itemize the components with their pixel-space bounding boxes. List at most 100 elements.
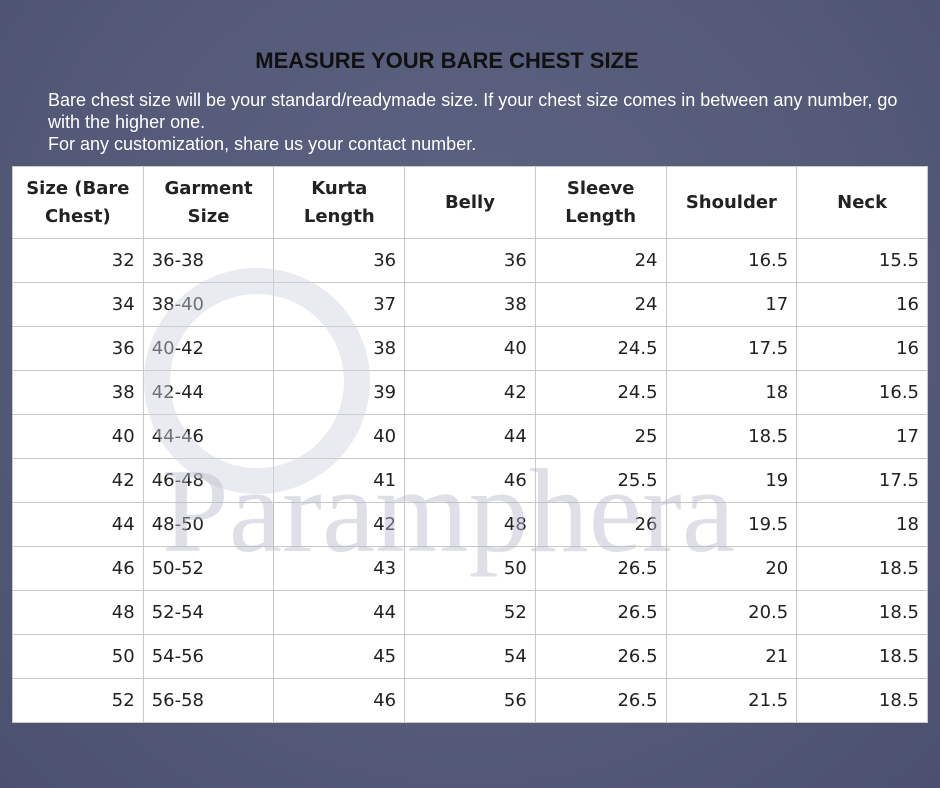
table-cell: 41: [273, 458, 406, 503]
table-cell: 26.5: [534, 590, 667, 635]
table-row: 38 42-44 39 42 24.5 18 16.5: [12, 370, 928, 415]
table-cell: 36: [273, 238, 406, 283]
table-cell: 40: [404, 326, 536, 371]
table-cell: 21: [665, 634, 798, 679]
table-cell: 45: [273, 634, 406, 679]
table-cell: 52-54: [142, 590, 275, 635]
table-cell: 24.5: [534, 326, 667, 371]
table-row: 32 36-38 36 36 24 16.5 15.5: [12, 238, 928, 283]
table-cell: 26.5: [534, 546, 667, 591]
table-row: 48 52-54 44 52 26.5 20.5 18.5: [12, 590, 928, 635]
table-row: 52 56-58 46 56 26.5 21.5 18.5: [12, 678, 928, 723]
description: Bare chest size will be your standard/re…: [48, 89, 898, 155]
table-cell: 16.5: [796, 370, 928, 415]
table-cell: 19: [665, 458, 798, 503]
table-cell: 46: [12, 546, 144, 591]
table-cell: 54-56: [142, 634, 275, 679]
table-cell: 25.5: [534, 458, 667, 503]
table-cell: 50: [12, 634, 144, 679]
table-cell: 50-52: [142, 546, 275, 591]
table-cell: 17: [796, 414, 928, 459]
table-cell: 36: [404, 238, 536, 283]
table-cell: 38: [273, 326, 406, 371]
table-cell: 44-46: [142, 414, 275, 459]
table-cell: 54: [404, 634, 536, 679]
table-cell: 18: [665, 370, 798, 415]
table-row: 34 38-40 37 38 24 17 16: [12, 282, 928, 327]
table-cell: 46-48: [142, 458, 275, 503]
column-header: Neck: [796, 166, 928, 239]
table-body: 32 36-38 36 36 24 16.5 15.5 34 38-40 37 38 24 17 16 36…: [12, 238, 928, 723]
table-cell: 20.5: [665, 590, 798, 635]
table-cell: 56-58: [142, 678, 275, 723]
table-cell: 18.5: [796, 590, 928, 635]
table-cell: 20: [665, 546, 798, 591]
table-cell: 43: [273, 546, 406, 591]
table-row: 42 46-48 41 46 25.5 19 17.5: [12, 458, 928, 503]
table-cell: 18.5: [796, 678, 928, 723]
table-cell: 52: [12, 678, 144, 723]
table-cell: 38: [12, 370, 144, 415]
column-header: Size (Bare Chest): [12, 166, 144, 239]
table-cell: 17.5: [796, 458, 928, 503]
table-cell: 42-44: [142, 370, 275, 415]
table-cell: 44: [404, 414, 536, 459]
table-cell: 38: [404, 282, 536, 327]
table-cell: 46: [404, 458, 536, 503]
table-cell: 26.5: [534, 678, 667, 723]
table-cell: 18.5: [796, 634, 928, 679]
table-cell: 52: [404, 590, 536, 635]
table-cell: 18: [796, 502, 928, 547]
table-cell: 38-40: [142, 282, 275, 327]
paragraph: For any customization, share us your con…: [48, 134, 477, 154]
table-cell: 56: [404, 678, 536, 723]
table-row: 46 50-52 43 50 26.5 20 18.5: [12, 546, 928, 591]
table-cell: 24.5: [534, 370, 667, 415]
table-cell: 36-38: [142, 238, 275, 283]
table-cell: 24: [534, 238, 667, 283]
table-cell: 40-42: [142, 326, 275, 371]
table-row: 36 40-42 38 40 24.5 17.5 16: [12, 326, 928, 371]
table-cell: 42: [273, 502, 406, 547]
table-cell: 42: [404, 370, 536, 415]
table-cell: 42: [12, 458, 144, 503]
table-cell: 36: [12, 326, 144, 371]
table-cell: 50: [404, 546, 536, 591]
header-row: Size (Bare Chest) Garment Size Kurta Lengt…: [12, 166, 928, 239]
table-cell: 17: [665, 282, 798, 327]
table-cell: 44: [273, 590, 406, 635]
table-cell: 19.5: [665, 502, 798, 547]
size-table: Size (Bare Chest) Garment Size Kurta Lengt…: [12, 166, 928, 723]
column-header: Belly: [404, 166, 536, 239]
table-cell: 24: [534, 282, 667, 327]
table-cell: 34: [12, 282, 144, 327]
table-cell: 48: [12, 590, 144, 635]
table-cell: 26: [534, 502, 667, 547]
table-cell: 48: [404, 502, 536, 547]
table-cell: 44: [12, 502, 144, 547]
table-cell: 32: [12, 238, 144, 283]
column-header: Garment Size: [142, 166, 275, 239]
paragraph: Bare chest size will be your standard/re…: [48, 90, 898, 132]
table-row: 40 44-46 40 44 25 18.5 17: [12, 414, 928, 459]
table-cell: 37: [273, 282, 406, 327]
table-cell: 40: [273, 414, 406, 459]
table-cell: 48-50: [142, 502, 275, 547]
column-header: Shoulder: [665, 166, 798, 239]
table-cell: 17.5: [665, 326, 798, 371]
table-row: 50 54-56 45 54 26.5 21 18.5: [12, 634, 928, 679]
table-cell: 18.5: [665, 414, 798, 459]
table-cell: 25: [534, 414, 667, 459]
table-cell: 16: [796, 326, 928, 371]
table-cell: 18.5: [796, 546, 928, 591]
table-cell: 39: [273, 370, 406, 415]
table-cell: 15.5: [796, 238, 928, 283]
column-header: Sleeve Length: [534, 166, 667, 239]
table-cell: 46: [273, 678, 406, 723]
table-row: 44 48-50 42 48 26 19.5 18: [12, 502, 928, 547]
column-header: Kurta Length: [273, 166, 406, 239]
title: MEASURE YOUR BARE CHEST SIZE: [255, 48, 639, 73]
table-cell: 16.5: [665, 238, 798, 283]
table-cell: 16: [796, 282, 928, 327]
table-cell: 40: [12, 414, 144, 459]
